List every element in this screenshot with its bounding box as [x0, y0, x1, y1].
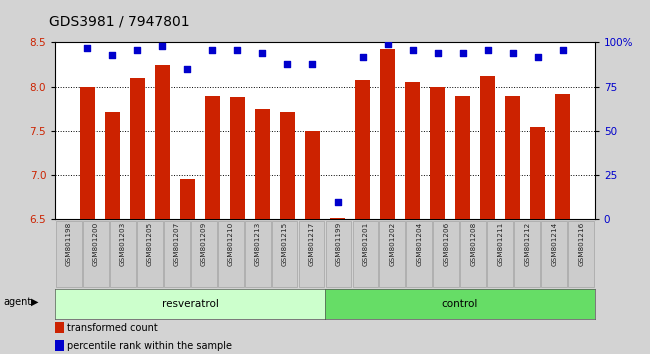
Text: GSM801207: GSM801207 [174, 222, 179, 266]
Bar [380, 49, 395, 219]
Bar [380, 221, 406, 287]
Point [332, 199, 343, 205]
Bar [255, 109, 270, 219]
Bar [136, 221, 162, 287]
Point [157, 43, 168, 49]
Text: percentile rank within the sample: percentile rank within the sample [68, 341, 232, 350]
Text: GSM801206: GSM801206 [443, 222, 449, 266]
Text: GSM801205: GSM801205 [147, 222, 153, 266]
Text: ▶: ▶ [31, 297, 38, 307]
Text: GSM801210: GSM801210 [227, 222, 233, 266]
Text: resveratrol: resveratrol [162, 298, 218, 309]
Bar [244, 221, 270, 287]
Text: agent: agent [3, 297, 31, 307]
Bar [330, 218, 345, 219]
Bar [460, 221, 486, 287]
Point [82, 45, 92, 51]
Text: GSM801214: GSM801214 [551, 222, 557, 266]
Text: GSM801204: GSM801204 [417, 222, 423, 266]
Point [182, 66, 192, 72]
Point [432, 50, 443, 56]
Bar [155, 65, 170, 219]
Text: GSM801200: GSM801200 [93, 222, 99, 266]
Point [107, 52, 118, 58]
Bar [130, 78, 145, 219]
Text: GSM801213: GSM801213 [255, 222, 261, 266]
Point [408, 47, 418, 52]
Bar [56, 221, 82, 287]
Point [382, 41, 393, 47]
Point [482, 47, 493, 52]
Bar [205, 96, 220, 219]
Bar [55, 322, 64, 333]
Point [358, 54, 368, 59]
Text: GSM801211: GSM801211 [497, 222, 503, 266]
Bar [80, 87, 95, 219]
Bar [406, 221, 432, 287]
Text: GSM801215: GSM801215 [281, 222, 287, 266]
Text: control: control [442, 298, 478, 309]
Point [458, 50, 468, 56]
Bar [355, 80, 370, 219]
Bar [105, 112, 120, 219]
Bar [230, 97, 245, 219]
Bar [352, 221, 378, 287]
Bar [568, 221, 594, 287]
Bar [305, 131, 320, 219]
Text: GDS3981 / 7947801: GDS3981 / 7947801 [49, 14, 189, 28]
Text: GSM801202: GSM801202 [389, 222, 395, 266]
Bar [280, 112, 295, 219]
Bar [488, 221, 514, 287]
Bar [110, 221, 136, 287]
Point [307, 61, 318, 67]
Bar [272, 221, 298, 287]
Point [508, 50, 518, 56]
Text: GSM801209: GSM801209 [201, 222, 207, 266]
Bar [326, 221, 352, 287]
Point [207, 47, 218, 52]
Bar [480, 76, 495, 219]
Point [558, 47, 568, 52]
Bar [514, 221, 540, 287]
Bar [541, 221, 567, 287]
Text: transformed count: transformed count [68, 323, 158, 333]
Point [257, 50, 268, 56]
Bar [55, 340, 64, 351]
Point [282, 61, 293, 67]
Text: GSM801208: GSM801208 [471, 222, 476, 266]
Bar [190, 221, 216, 287]
Bar [455, 96, 470, 219]
Text: GSM801217: GSM801217 [309, 222, 315, 266]
Text: GSM801199: GSM801199 [335, 222, 341, 266]
Bar [505, 96, 520, 219]
Bar [555, 94, 570, 219]
Bar [405, 82, 420, 219]
Text: GSM801216: GSM801216 [578, 222, 584, 266]
Text: GSM801201: GSM801201 [363, 222, 369, 266]
Bar [164, 221, 190, 287]
Point [132, 47, 142, 52]
Bar [83, 221, 109, 287]
Text: GSM801198: GSM801198 [66, 222, 72, 266]
Text: GSM801212: GSM801212 [525, 222, 530, 266]
Bar [298, 221, 324, 287]
Bar [218, 221, 244, 287]
Point [232, 47, 242, 52]
Bar [530, 127, 545, 219]
Text: GSM801203: GSM801203 [120, 222, 125, 266]
Bar [430, 87, 445, 219]
Bar [434, 221, 460, 287]
Bar [180, 179, 195, 219]
Point [532, 54, 543, 59]
